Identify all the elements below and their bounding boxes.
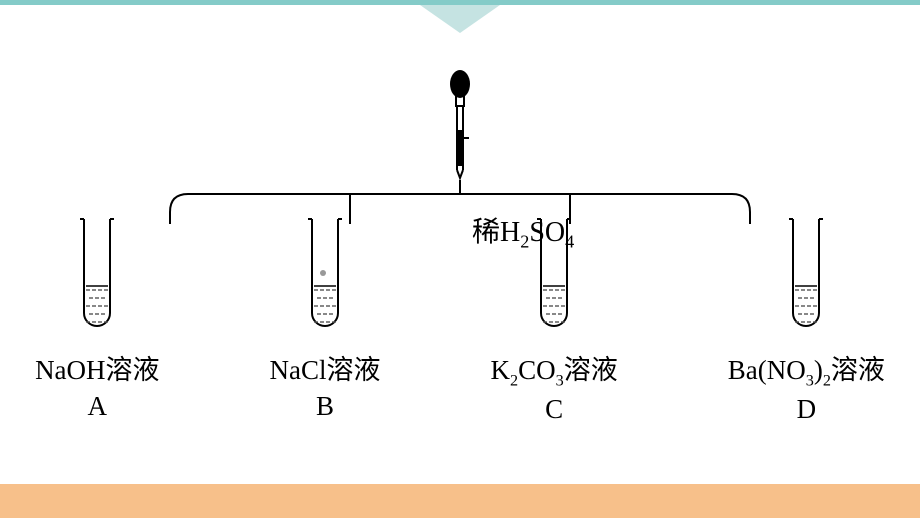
tube-column: NaCl溶液 B [270, 218, 381, 425]
tube-letter: C [545, 394, 563, 425]
chemistry-diagram: 稀H2SO4 NaOH溶液 A NaCl溶液 B K2CO3溶液 C Ba(NO3)2溶液 D [0, 70, 920, 425]
tube-letter: A [88, 391, 108, 422]
dropper-label: 稀H2SO4 [472, 210, 574, 253]
tube-label: Ba(NO3)2溶液 [728, 348, 885, 390]
tube-letter: D [797, 394, 817, 425]
tube-label: NaCl溶液 [270, 348, 381, 387]
test-tube-icon [305, 218, 345, 338]
tube-column: NaOH溶液 A [35, 218, 159, 425]
test-tube-icon [77, 218, 117, 338]
test-tube-icon [786, 218, 826, 338]
tube-label: NaOH溶液 [35, 348, 159, 387]
tubes-row: NaOH溶液 A NaCl溶液 B K2CO3溶液 C Ba(NO3)2溶液 D [0, 218, 920, 425]
tube-letter: B [316, 391, 334, 422]
tube-column: Ba(NO3)2溶液 D [728, 218, 885, 425]
tube-label: K2CO3溶液 [491, 348, 618, 390]
top-chevron [420, 5, 500, 33]
bottom-accent-bar [0, 484, 920, 518]
dropper-icon [440, 70, 480, 180]
